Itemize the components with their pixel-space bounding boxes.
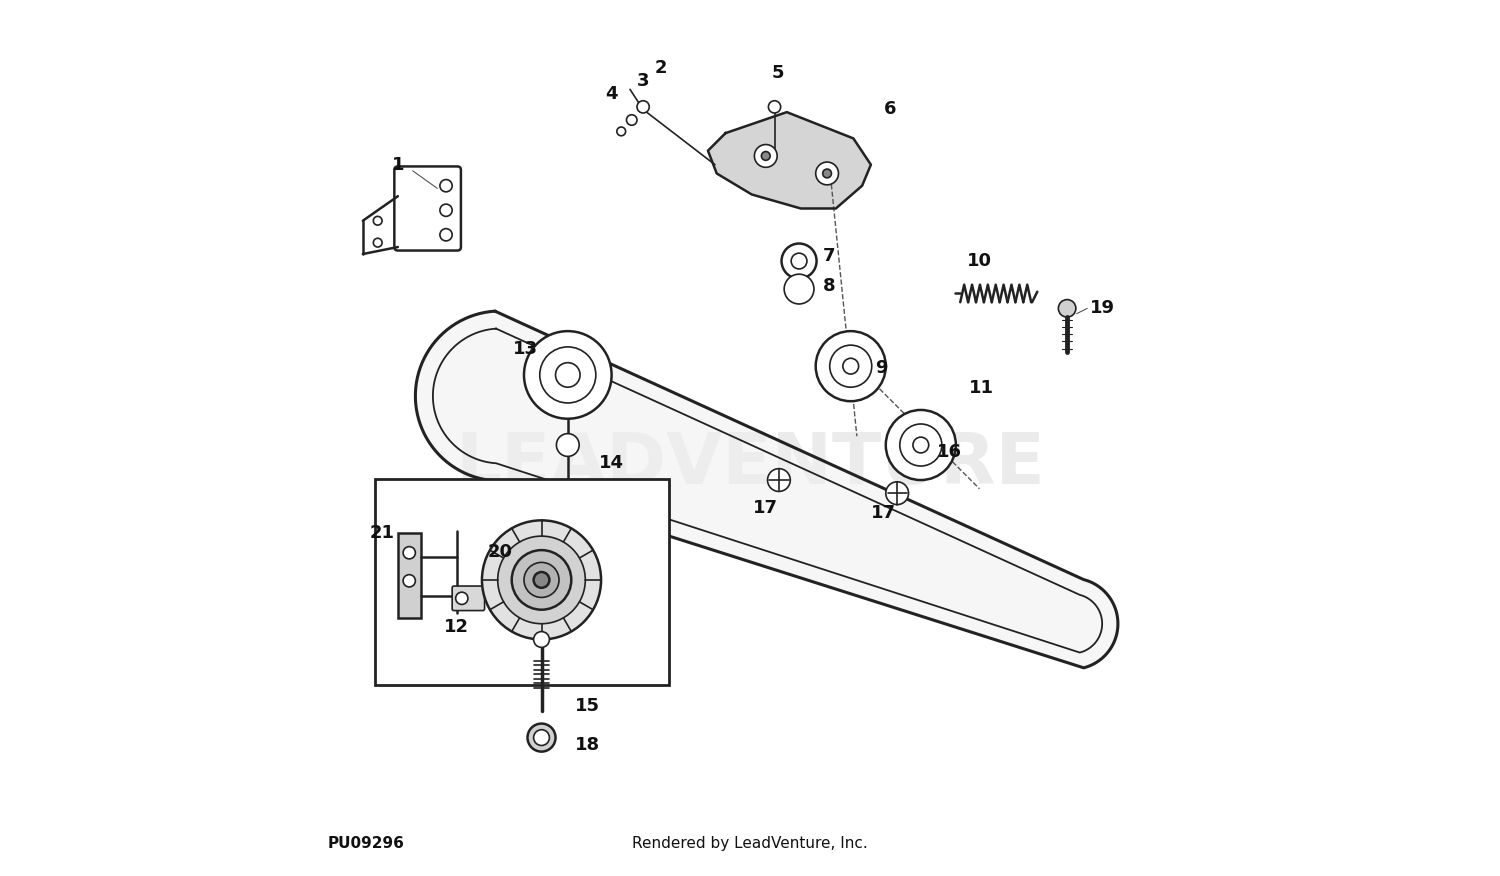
Circle shape [762, 152, 770, 160]
Text: LEADVENTURE: LEADVENTURE [454, 430, 1046, 498]
Text: 16: 16 [938, 443, 962, 461]
Text: 11: 11 [969, 379, 994, 397]
Text: 6: 6 [884, 100, 897, 117]
Circle shape [534, 632, 549, 647]
Text: 1: 1 [392, 156, 404, 173]
Bar [398, 533, 420, 618]
Text: 10: 10 [968, 252, 992, 270]
Circle shape [784, 274, 814, 304]
Circle shape [816, 162, 839, 185]
Text: 18: 18 [574, 736, 600, 753]
Circle shape [638, 101, 650, 113]
Circle shape [830, 345, 872, 387]
Text: 17: 17 [870, 505, 895, 522]
Circle shape [374, 238, 382, 247]
Text: 17: 17 [753, 499, 778, 517]
Text: 9: 9 [874, 359, 888, 377]
Text: 21: 21 [369, 524, 394, 541]
FancyBboxPatch shape [394, 166, 460, 251]
Polygon shape [416, 311, 1118, 668]
Circle shape [816, 331, 886, 401]
Circle shape [768, 101, 780, 113]
Text: 2: 2 [654, 60, 668, 77]
Circle shape [768, 469, 790, 491]
Circle shape [456, 592, 468, 604]
Circle shape [534, 572, 549, 588]
Circle shape [555, 363, 580, 387]
Circle shape [900, 424, 942, 466]
Text: 7: 7 [822, 247, 836, 265]
Polygon shape [708, 112, 872, 208]
Text: 15: 15 [574, 697, 600, 715]
Circle shape [524, 331, 612, 419]
Circle shape [404, 575, 416, 587]
Circle shape [440, 180, 452, 192]
Text: 8: 8 [822, 277, 836, 294]
Text: 12: 12 [444, 618, 470, 636]
Text: 20: 20 [488, 543, 513, 561]
Circle shape [914, 437, 928, 453]
Circle shape [374, 216, 382, 225]
Circle shape [528, 724, 555, 752]
Circle shape [843, 358, 858, 374]
Text: 19: 19 [1089, 300, 1114, 317]
Circle shape [524, 562, 560, 597]
Circle shape [482, 520, 602, 639]
Circle shape [1059, 300, 1076, 317]
Circle shape [512, 550, 572, 610]
Circle shape [498, 536, 585, 624]
Circle shape [540, 347, 596, 403]
Text: PU09296: PU09296 [328, 837, 405, 851]
Circle shape [790, 253, 807, 269]
Circle shape [556, 434, 579, 456]
Circle shape [532, 483, 550, 502]
Circle shape [534, 730, 549, 745]
Circle shape [404, 547, 416, 559]
Circle shape [782, 244, 816, 279]
Text: 13: 13 [513, 340, 538, 357]
Circle shape [886, 410, 956, 480]
Text: 3: 3 [638, 73, 650, 90]
FancyBboxPatch shape [452, 586, 484, 611]
Circle shape [886, 482, 909, 505]
Circle shape [754, 145, 777, 167]
Circle shape [822, 169, 831, 178]
Text: 5: 5 [772, 64, 784, 81]
Circle shape [440, 229, 452, 241]
Text: Rendered by LeadVenture, Inc.: Rendered by LeadVenture, Inc. [632, 837, 868, 851]
Text: 14: 14 [598, 454, 624, 471]
Text: 4: 4 [606, 85, 618, 102]
FancyBboxPatch shape [375, 479, 669, 685]
Circle shape [616, 127, 626, 136]
Circle shape [627, 115, 638, 125]
Circle shape [440, 204, 452, 216]
